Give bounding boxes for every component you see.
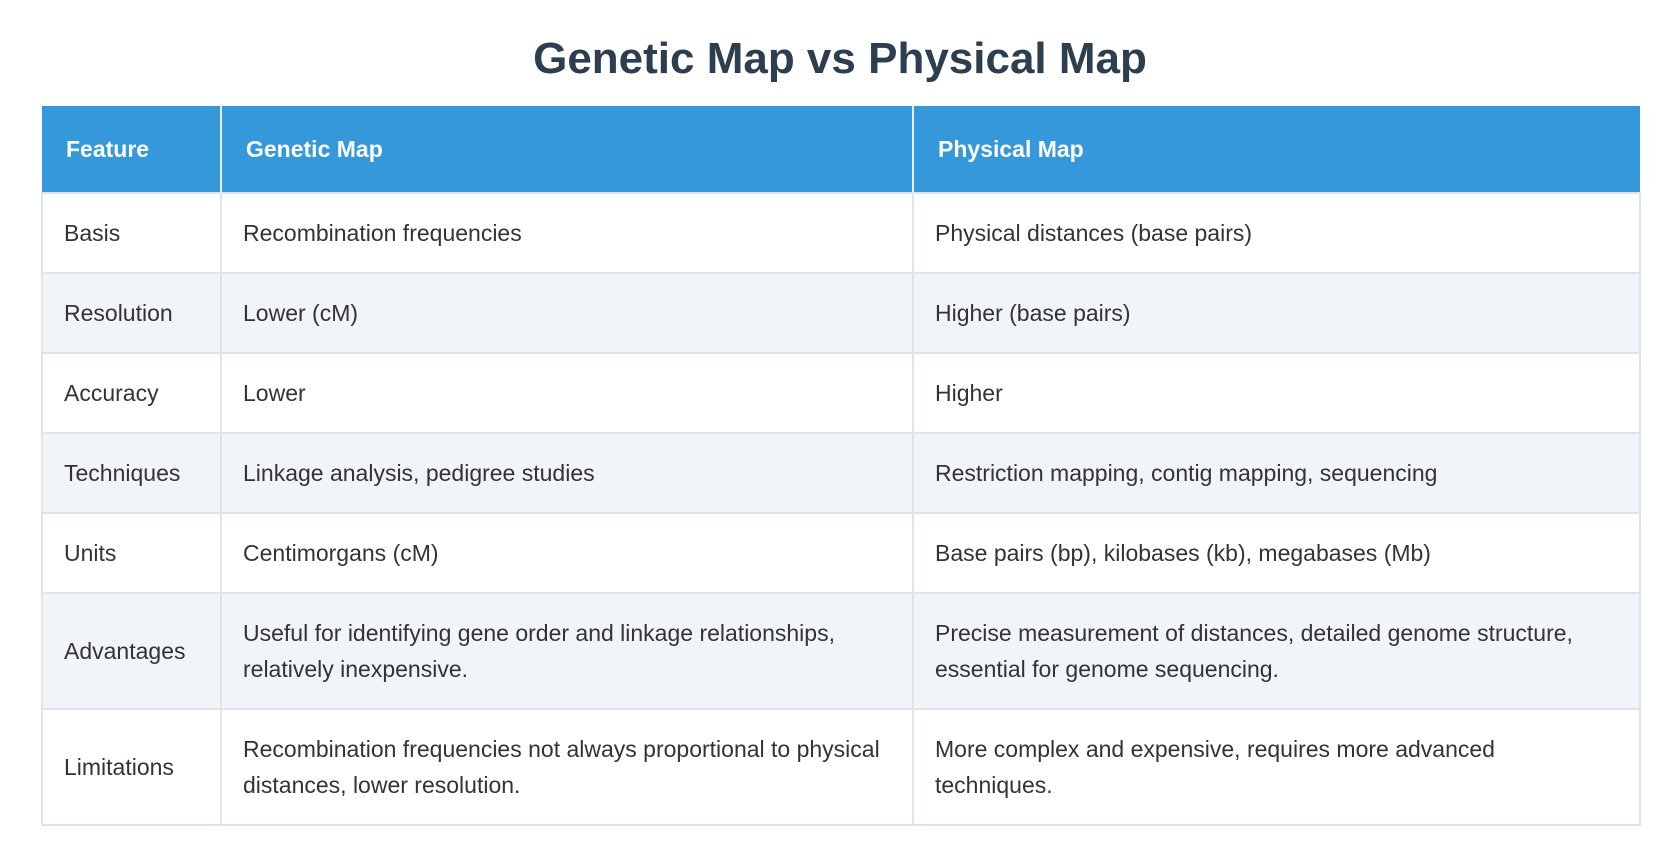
header-cell: Physical Map	[913, 106, 1640, 193]
table-row: Advantages Useful for identifying gene or…	[41, 592, 1641, 710]
table-cell: Precise measurement of distances, detail…	[912, 592, 1641, 710]
header-cell: Genetic Map	[221, 106, 914, 193]
table-cell: Base pairs (bp), kilobases (kb), megabas…	[912, 512, 1641, 594]
table-cell: Recombination frequencies not always pro…	[220, 708, 914, 826]
table-cell: Higher	[912, 352, 1641, 434]
table-cell: More complex and expensive, requires mor…	[912, 708, 1641, 826]
table-cell: Physical distances (base pairs)	[912, 192, 1641, 274]
table-cell: Useful for identifying gene order and li…	[220, 592, 914, 710]
table-cell: Basis	[41, 192, 222, 274]
table-cell: Accuracy	[41, 352, 222, 434]
table-cell: Resolution	[41, 272, 222, 354]
table-cell: Recombination frequencies	[220, 192, 914, 274]
header-row: Feature Genetic Map Physical Map	[42, 106, 1640, 193]
table-cell: Lower	[220, 352, 914, 434]
table-cell: Higher (base pairs)	[912, 272, 1641, 354]
table-body: Basis Recombination frequencies Physical d…	[41, 192, 1641, 826]
table-row: Accuracy Lower Higher	[41, 352, 1641, 434]
table-cell: Techniques	[41, 432, 222, 514]
table-cell: Advantages	[41, 592, 222, 710]
table-cell: Lower (cM)	[220, 272, 914, 354]
table-cell: Centimorgans (cM)	[220, 512, 914, 594]
comparison-table: Feature Genetic Map Physical Map Basis Reco…	[41, 106, 1641, 826]
header-cell: Feature	[42, 106, 222, 193]
table-row: Techniques Linkage analysis, pedigree stu…	[41, 432, 1641, 514]
title: Genetic Map vs Physical Map	[533, 34, 1147, 83]
table-row: Units Centimorgans (cM) Base pairs (bp), k…	[41, 512, 1641, 594]
table-row: Resolution Lower (cM) Higher (base pairs)	[41, 272, 1641, 354]
table-cell: Limitations	[41, 708, 222, 826]
table-cell: Restriction mapping, contig mapping, seq…	[912, 432, 1641, 514]
table-cell: Units	[41, 512, 222, 594]
table-row: Limitations Recombination frequencies not…	[41, 708, 1641, 826]
table-cell: Linkage analysis, pedigree studies	[220, 432, 914, 514]
table-row: Basis Recombination frequencies Physical d…	[41, 192, 1641, 274]
